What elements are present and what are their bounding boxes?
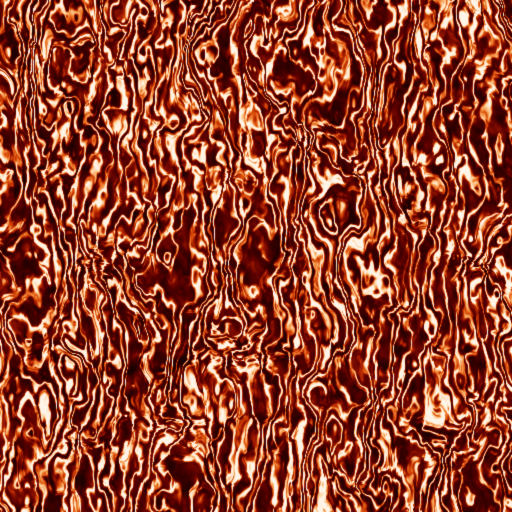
turbulent-flow-texture: [0, 0, 512, 512]
